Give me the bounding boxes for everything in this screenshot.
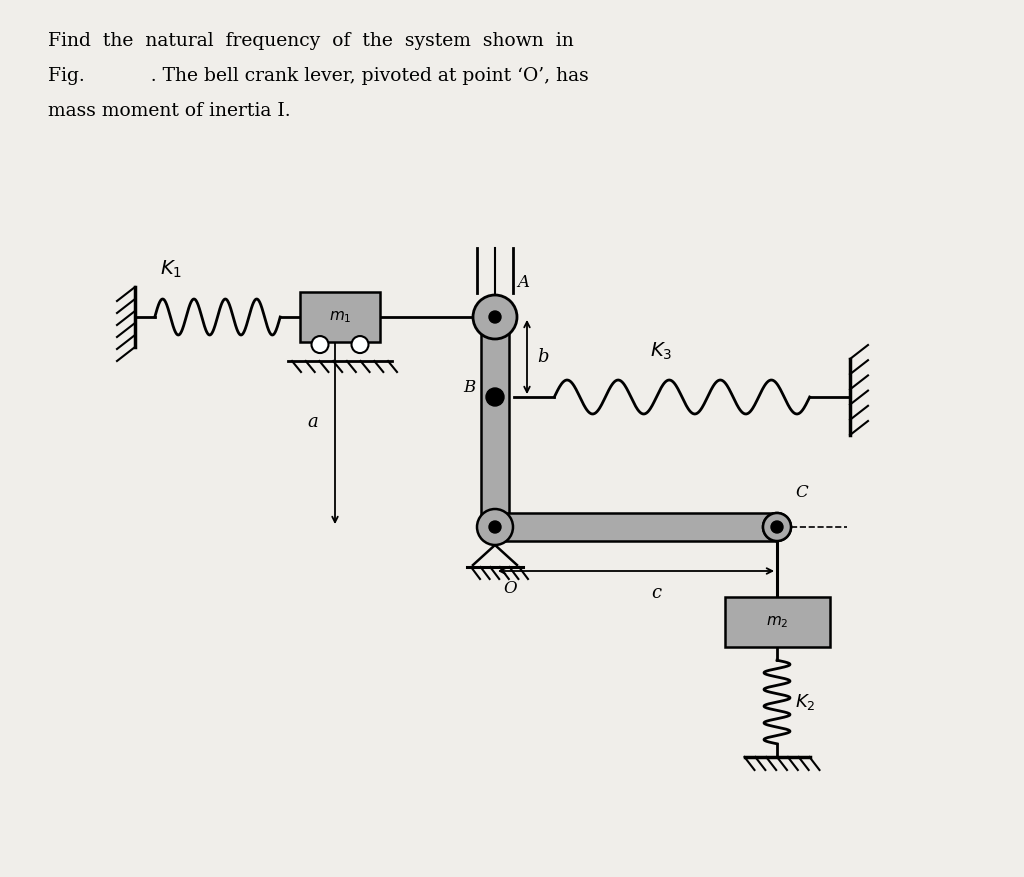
Bar: [300, 292, 380, 342]
Text: B: B: [463, 379, 475, 396]
Text: mass moment of inertia I.: mass moment of inertia I.: [48, 102, 291, 120]
Text: $m_2$: $m_2$: [766, 614, 788, 630]
Text: O: O: [503, 580, 517, 597]
Circle shape: [351, 336, 369, 353]
Circle shape: [771, 521, 783, 533]
Circle shape: [489, 521, 501, 533]
Text: $m_1$: $m_1$: [329, 310, 351, 324]
Bar: [725, 597, 829, 647]
Text: a: a: [307, 413, 317, 431]
Text: Fig.           . The bell crank lever, pivoted at point ‘O’, has: Fig. . The bell crank lever, pivoted at …: [48, 67, 589, 85]
Circle shape: [763, 513, 791, 541]
Circle shape: [486, 388, 504, 406]
Text: $K_1$: $K_1$: [160, 259, 182, 281]
Text: Find  the  natural  frequency  of  the  system  shown  in: Find the natural frequency of the system…: [48, 32, 573, 50]
Bar: [481, 317, 509, 535]
Circle shape: [763, 513, 791, 541]
Text: $K_2$: $K_2$: [795, 693, 815, 712]
Circle shape: [477, 509, 513, 545]
Circle shape: [311, 336, 329, 353]
Circle shape: [473, 295, 517, 339]
Text: b: b: [537, 348, 549, 366]
Text: C: C: [795, 484, 808, 501]
Bar: [486, 513, 777, 541]
Text: A: A: [517, 274, 529, 291]
Text: c: c: [651, 584, 662, 602]
Circle shape: [489, 311, 501, 323]
Text: $K_3$: $K_3$: [649, 341, 672, 362]
